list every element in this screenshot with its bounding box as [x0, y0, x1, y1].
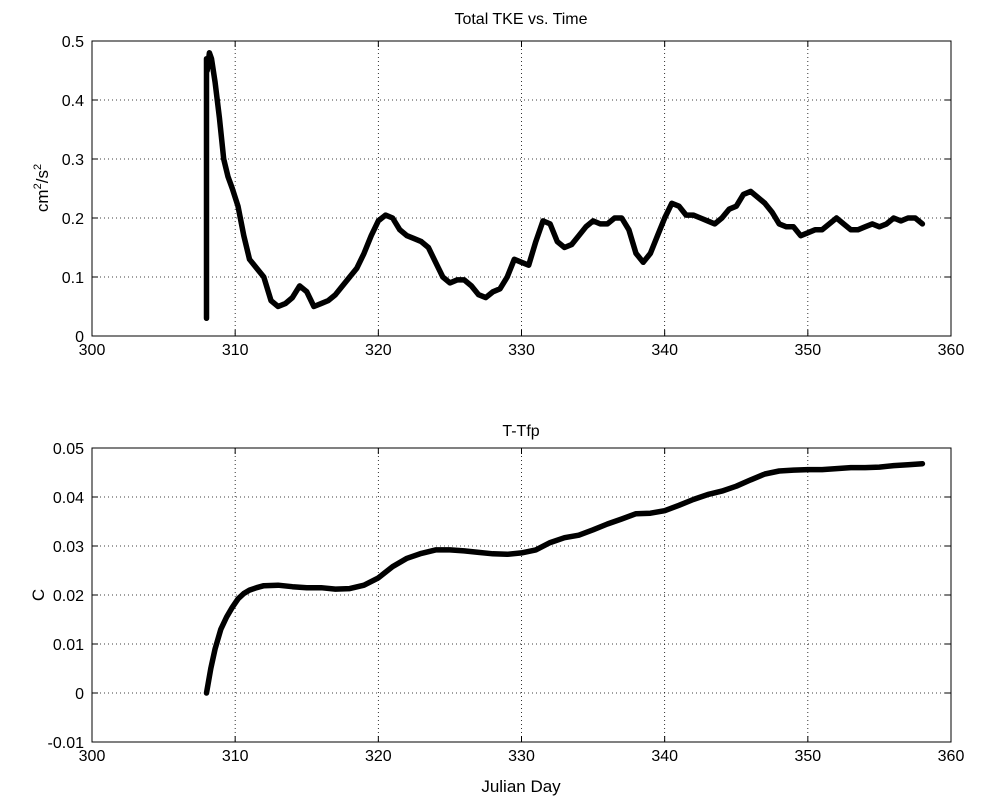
t-tfp-x-tick-label: 360	[938, 748, 965, 765]
t-tfp-y-axis-label: C	[29, 589, 48, 601]
tke-x-tick-label: 340	[651, 342, 678, 359]
t-tfp-x-tick-label: 350	[794, 748, 821, 765]
tke-x-tick-label: 310	[222, 342, 249, 359]
t-tfp-grid	[92, 448, 951, 742]
t-tfp-x-tick-label: 310	[222, 748, 249, 765]
t-tfp-x-axis-label: Julian Day	[481, 777, 561, 796]
t-tfp-y-tick-label: 0.05	[53, 441, 84, 458]
t-tfp-y-tick-label: 0.01	[53, 637, 84, 654]
tke-y-tick-label: 0.2	[62, 211, 84, 228]
tke-x-tick-label: 320	[365, 342, 392, 359]
tke-y-axis-label: cm2/s2	[32, 164, 52, 212]
t-tfp-y-tick-label: 0.04	[53, 490, 84, 507]
t-tfp-y-tick-label: 0.02	[53, 588, 84, 605]
t-tfp-y-tick-label: -0.01	[48, 735, 85, 752]
tke-x-tick-label: 300	[79, 342, 106, 359]
tke-y-tick-label: 0.1	[62, 270, 84, 287]
t-tfp-y-tick-label: 0	[75, 686, 84, 703]
tke-y-tick-label: 0.5	[62, 34, 84, 51]
t-tfp-y-tick-label: 0.03	[53, 539, 84, 556]
tke-y-tick-label: 0.3	[62, 152, 84, 169]
t-tfp-axes-frame	[91, 447, 952, 743]
tke-grid	[92, 41, 951, 336]
t-tfp-x-tick-label: 300	[79, 748, 106, 765]
t-tfp-y-tick-labels: -0.01 0 0.01 0.02 0.03 0.04 0.05	[48, 441, 85, 752]
tke-subplot: Total TKE vs. Time 300 310 320 330 340 350 360…	[32, 11, 964, 359]
tke-y-tick-labels: 0 0.1 0.2 0.3 0.4 0.5	[62, 34, 84, 346]
tke-y-tick-label: 0	[75, 329, 84, 346]
tke-x-tick-labels: 300 310 320 330 340 350 360	[79, 342, 965, 359]
tke-axes-frame	[91, 40, 952, 337]
tke-series-line	[203, 50, 926, 322]
tke-x-tick-label: 350	[794, 342, 821, 359]
tke-x-tick-label: 360	[938, 342, 965, 359]
t-tfp-series-line	[203, 460, 926, 696]
t-tfp-x-tick-label: 320	[365, 748, 392, 765]
t-tfp-x-tick-labels: 300 310 320 330 340 350 360	[79, 748, 965, 765]
t-tfp-chart-title: T-Tfp	[502, 423, 539, 440]
tke-x-tick-label: 330	[508, 342, 535, 359]
tke-chart-title: Total TKE vs. Time	[454, 11, 587, 28]
tke-y-tick-label: 0.4	[62, 93, 84, 110]
t-tfp-subplot: T-Tfp 300 310 320 330 340 350 360 -0.01 0 0.01 0.…	[29, 423, 964, 796]
t-tfp-x-tick-label: 340	[651, 748, 678, 765]
t-tfp-x-tick-label: 330	[508, 748, 535, 765]
